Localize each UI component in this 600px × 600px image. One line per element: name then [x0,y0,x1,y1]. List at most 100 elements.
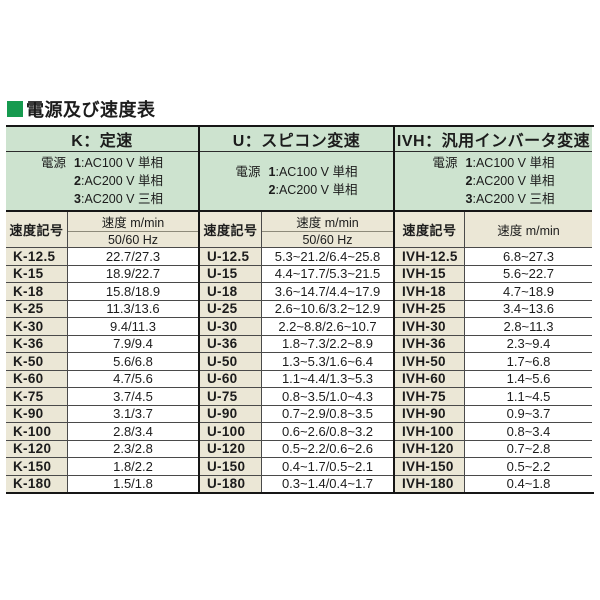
power-option-spec: :AC200 V 三相 [80,192,163,206]
power-option: 電源 1:AC100 V 単相 [236,163,358,181]
speed-code-cell: U-150 [200,457,262,475]
speed-value-cell: 2.8/3.4 [68,422,198,440]
speed-value-cell: 11.3/13.6 [68,299,198,317]
speed-value-cell: 15.8/18.9 [68,282,198,300]
power-option-number: 2 [465,174,473,188]
speed-code-cell: U-180 [200,474,262,492]
col-header-code-k: 速度記号 [6,212,68,247]
speed-code-cell: U-12.5 [200,247,262,265]
speed-value-cell: 2.6~10.6/3.2~12.9 [262,299,393,317]
speed-value-cell: 7.9/9.4 [68,334,198,352]
speed-value-cell: 0.6~2.6/0.8~3.2 [262,422,393,440]
speed-grid-ivh: 速度記号 速度 m/min IVH-12.5 6.8~27.3 IVH-15 5.6~… [395,212,592,492]
power-option-spec: :AC200 V 単相 [80,174,163,188]
speed-value-cell: 1.1~4.5 [465,387,592,405]
speed-code-cell: IVH-60 [395,369,465,387]
col-header-code-ivh: 速度記号 [395,212,465,247]
power-option: 3:AC200 V 三相 [433,190,555,208]
power-option-number: 3 [465,192,473,206]
power-label: 電源 [432,156,458,170]
speed-code-cell: K-120 [6,439,68,457]
power-label [433,172,466,190]
speed-value-cell: 2.3/2.8 [68,439,198,457]
speed-code-cell: U-75 [200,387,262,405]
speed-code-cell: IVH-90 [395,404,465,422]
section-u: U：スピコン変速 電源 1:AC100 V 単相 2:AC200 V 単相 速度記号… [198,127,393,492]
power-option-spec: :AC200 V 単相 [472,174,555,188]
col-header-speed-label-u: 速度 m/min [262,212,393,232]
power-option: 2:AC200 V 単相 [433,172,555,190]
speed-value-cell: 0.7~2.9/0.8~3.5 [262,404,393,422]
speed-value-cell: 4.7/5.6 [68,369,198,387]
speed-code-cell: IVH-150 [395,457,465,475]
speed-code-cell: IVH-120 [395,439,465,457]
power-options-k: 電源 1:AC100 V 単相 2:AC200 V 単相 3:AC200 V 三相 [41,154,163,208]
speed-value-cell: 1.1~4.4/1.3~5.3 [262,369,393,387]
speed-code-cell: IVH-18 [395,282,465,300]
speed-code-cell: IVH-15 [395,264,465,282]
speed-code-cell: K-18 [6,282,68,300]
speed-value-cell: 1.8/2.2 [68,457,198,475]
speed-value-cell: 1.8~7.3/2.2~8.9 [262,334,393,352]
speed-code-cell: U-30 [200,317,262,335]
power-cell-ivh: 電源 1:AC100 V 単相 2:AC200 V 単相 3:AC200 V 三相 [395,152,592,212]
speed-code-cell: IVH-50 [395,352,465,370]
speed-value-cell: 3.6~14.7/4.4~17.9 [262,282,393,300]
col-header-code-u: 速度記号 [200,212,262,247]
power-option: 2:AC200 V 単相 [41,172,163,190]
col-header-speed-label-ivh: 速度 m/min [497,224,560,238]
speed-code-cell: U-60 [200,369,262,387]
speed-grid-u: 速度記号 速度 m/min 50/60 Hz U-12.5 5.3~21.2/6.… [200,212,393,492]
speed-code-cell: U-50 [200,352,262,370]
speed-code-cell: IVH-30 [395,317,465,335]
power-label [433,190,466,208]
power-option: 電源 1:AC100 V 単相 [41,154,163,172]
speed-value-cell: 22.7/27.3 [68,247,198,265]
speed-code-cell: K-50 [6,352,68,370]
section-k: K：定速 電源 1:AC100 V 単相 2:AC200 V 単相 3:AC200 V… [6,127,198,492]
speed-value-cell: 1.7~6.8 [465,352,592,370]
speed-code-cell: K-180 [6,474,68,492]
speed-code-cell: K-60 [6,369,68,387]
speed-value-cell: 0.9~3.7 [465,404,592,422]
power-option: 2:AC200 V 単相 [236,181,358,199]
power-option-number: 1 [268,165,276,179]
catalog-page: 電源及び速度表 K：定速 電源 1:AC100 V 単相 2:AC200 V 単相 3… [6,100,594,494]
col-header-speed-ivh: 速度 m/min [465,212,592,247]
page-title-text: 電源及び速度表 [26,100,156,120]
speed-value-cell: 1.4~5.6 [465,369,592,387]
speed-code-cell: IVH-75 [395,387,465,405]
power-option-number: 2 [74,174,81,188]
power-option-spec: :AC100 V 単相 [80,156,163,170]
speed-value-cell: 5.6/6.8 [68,352,198,370]
speed-code-cell: K-30 [6,317,68,335]
speed-code-cell: K-100 [6,422,68,440]
power-option-number: 1 [465,156,473,170]
power-option-number: 2 [268,183,276,197]
power-label [236,181,269,199]
speed-value-cell: 18.9/22.7 [68,264,198,282]
col-header-speed-k: 速度 m/min 50/60 Hz [68,212,198,247]
speed-grid-k: 速度記号 速度 m/min 50/60 Hz K-12.5 22.7/27.3 K-… [6,212,198,492]
speed-code-cell: U-90 [200,404,262,422]
speed-value-cell: 3.1/3.7 [68,404,198,422]
type-header-u: U：スピコン変速 [200,127,393,152]
speed-value-cell: 1.5/1.8 [68,474,198,492]
speed-code-cell: U-36 [200,334,262,352]
speed-value-cell: 0.4~1.8 [465,474,592,492]
speed-code-cell: IVH-36 [395,334,465,352]
power-option-spec: :AC200 V 単相 [275,183,358,197]
speed-code-cell: K-25 [6,299,68,317]
speed-value-cell: 6.8~27.3 [465,247,592,265]
power-cell-k: 電源 1:AC100 V 単相 2:AC200 V 単相 3:AC200 V 三相 [6,152,198,212]
speed-code-cell: IVH-25 [395,299,465,317]
speed-code-cell: U-18 [200,282,262,300]
speed-value-cell: 0.7~2.8 [465,439,592,457]
power-cell-u: 電源 1:AC100 V 単相 2:AC200 V 単相 [200,152,393,212]
type-header-k: K：定速 [6,127,198,152]
power-options-ivh: 電源 1:AC100 V 単相 2:AC200 V 単相 3:AC200 V 三相 [433,154,555,208]
power-option-number: 1 [74,156,81,170]
speed-code-cell: U-100 [200,422,262,440]
speed-value-cell: 2.2~8.8/2.6~10.7 [262,317,393,335]
power-option-spec: :AC100 V 単相 [275,165,358,179]
